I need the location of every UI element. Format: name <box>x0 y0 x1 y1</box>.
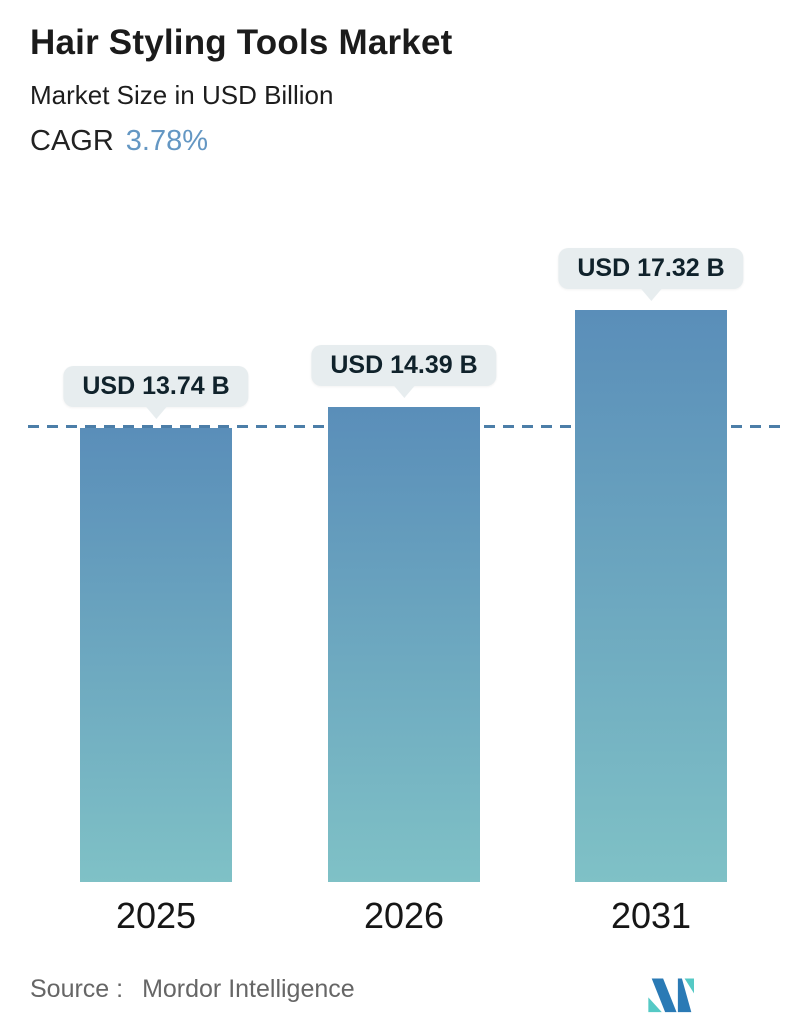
cagr-label: CAGR <box>30 124 114 157</box>
value-callout-2026: USD 14.39 B <box>311 345 497 386</box>
chart-subtitle: Market Size in USD Billion <box>30 79 334 110</box>
header: Hair Styling Tools Market Market Size in… <box>30 23 453 158</box>
source-label: Source : <box>30 975 124 1003</box>
cagr-line: CAGR 3.78% <box>30 125 453 158</box>
bar-2026[interactable] <box>328 407 480 882</box>
axis-label-2031: 2031 <box>610 895 692 936</box>
axis-label-2026: 2026 <box>363 895 445 936</box>
source-attribution: Source : Mordor Intelligence <box>30 975 355 1004</box>
value-label: USD 17.32 B <box>577 254 725 282</box>
bar-2031[interactable] <box>575 310 727 882</box>
value-label: USD 13.74 B <box>82 372 230 400</box>
chart-title: Hair Styling Tools Market <box>30 23 453 62</box>
bar-chart: USD 13.74 B 2025 USD 14.39 B 2026 USD 17… <box>0 0 796 882</box>
source-value: Mordor Intelligence <box>142 975 355 1003</box>
value-callout-2031: USD 17.32 B <box>558 248 744 289</box>
axis-label-2025: 2025 <box>115 895 197 936</box>
value-label: USD 14.39 B <box>330 351 478 379</box>
bar-2025[interactable] <box>80 428 232 882</box>
cagr-value: 3.78% <box>125 124 209 157</box>
mordor-intelligence-logo-icon <box>648 978 694 1013</box>
value-callout-2025: USD 13.74 B <box>63 366 249 407</box>
